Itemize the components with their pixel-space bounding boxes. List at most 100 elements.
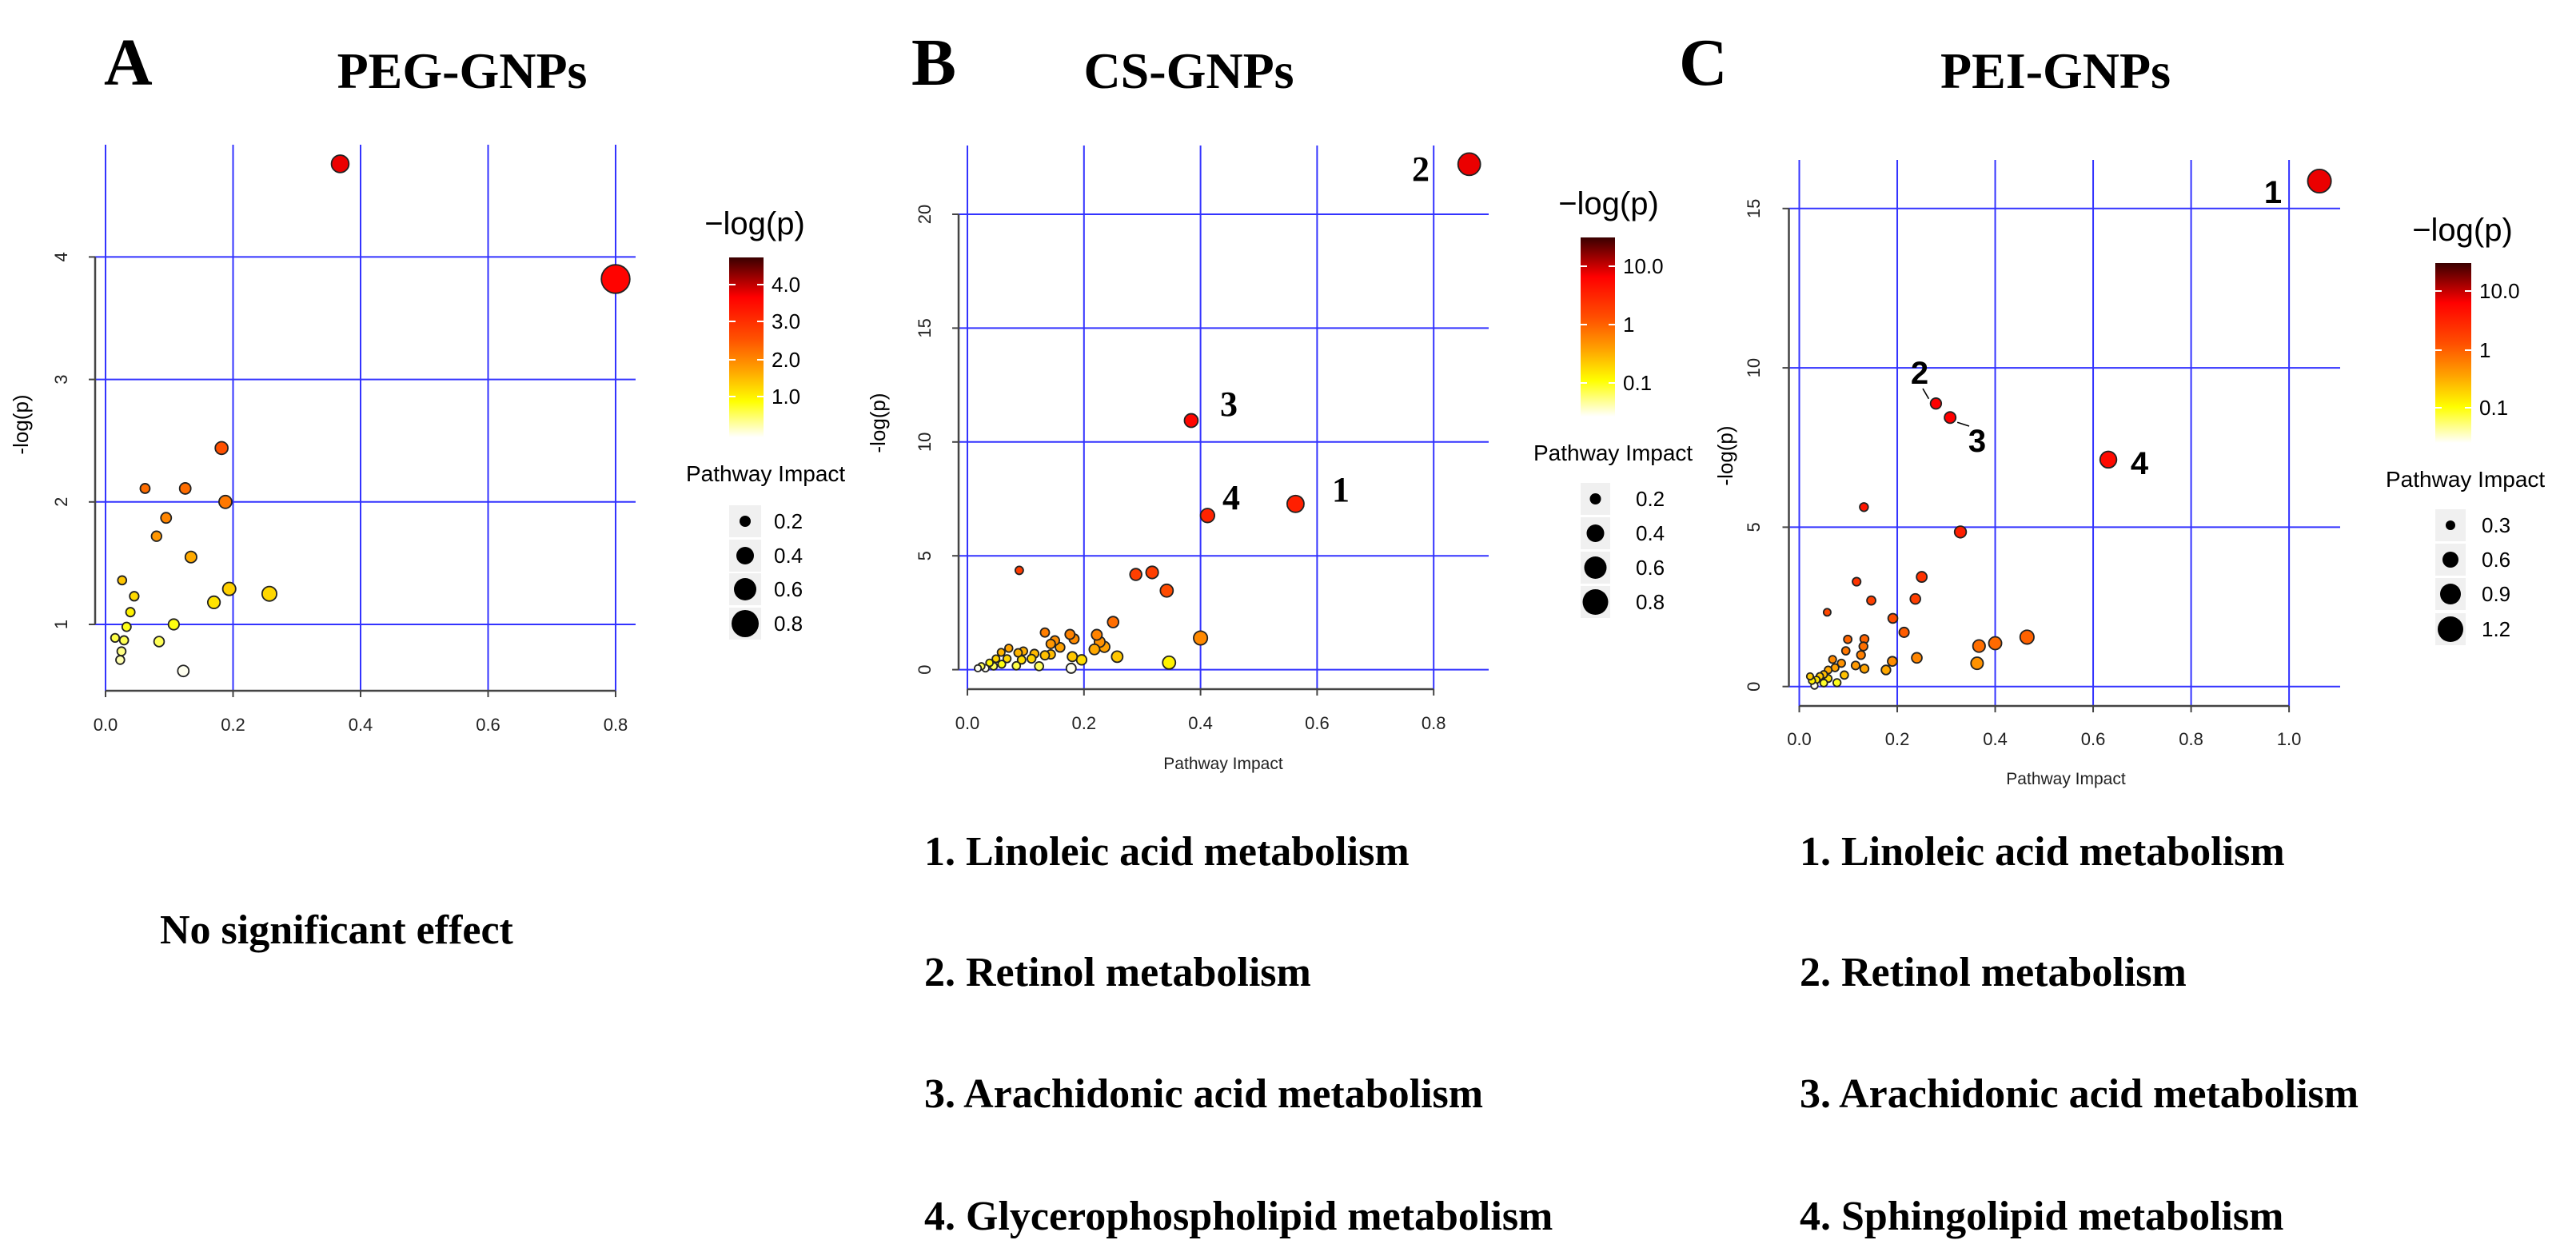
- data-point: [1859, 664, 1870, 674]
- data-point: [184, 550, 197, 564]
- x-tick-label: 0.0: [94, 715, 118, 735]
- data-point: [1075, 654, 1088, 666]
- data-point: [1944, 411, 1957, 425]
- size-legend-dot: [1586, 524, 1605, 542]
- size-legend-dot: [1582, 589, 1609, 615]
- point-annotation: 1: [1332, 470, 1350, 509]
- data-point: [1858, 641, 1868, 652]
- y-axis-title: -log(p): [9, 394, 33, 454]
- x-tick-label: 0.4: [1188, 713, 1213, 733]
- size-legend-dot: [2442, 552, 2458, 568]
- point-annotation: 3: [1220, 385, 1238, 424]
- y-tick-label: 5: [1744, 522, 1764, 532]
- x-tick-label: 0.6: [2081, 729, 2106, 749]
- data-point: [1887, 612, 1899, 624]
- data-point: [1193, 630, 1209, 646]
- colorbar: [729, 257, 764, 437]
- size-legend-label: 0.2: [774, 509, 803, 533]
- y-tick-label: 3: [51, 374, 71, 384]
- x-axis-title: Pathway Impact: [2006, 770, 2126, 788]
- panel-b-list-item: 4. Glycerophospholipid metabolism: [924, 1194, 1553, 1239]
- scatter-plot-c: 0.0 0.2 0.4 0.6 0.8 1.0 0 5 10 15 Pathway Impact -l…: [1713, 160, 2545, 788]
- y-tick-label: 4: [51, 252, 71, 261]
- colorbar-tick-label: 1: [1623, 313, 1634, 337]
- x-axis-title: Pathway Impact: [1163, 755, 1283, 773]
- x-tick-label: 0.8: [2179, 729, 2203, 749]
- size-legend-title: Pathway Impact: [2386, 467, 2545, 492]
- panel-b-list-item: 1. Linoleic acid metabolism: [924, 829, 1410, 875]
- data-point: [178, 482, 192, 495]
- data-point: [330, 154, 350, 173]
- data-point: [1805, 672, 1815, 681]
- size-legend-label: 0.6: [2482, 548, 2510, 572]
- size-legend-title: Pathway Impact: [1533, 441, 1693, 465]
- data-point: [1111, 650, 1124, 664]
- data-point: [1014, 565, 1024, 576]
- colorbar-tick-label: 1.0: [772, 385, 800, 409]
- data-point: [1840, 646, 1851, 656]
- size-legend-dot: [732, 610, 759, 637]
- size-legend-label: 0.9: [2482, 582, 2510, 606]
- size-legend-label: 0.8: [774, 612, 803, 636]
- panel-c-list-item: 3. Arachidonic acid metabolism: [1800, 1071, 2359, 1117]
- data-point: [1819, 678, 1828, 688]
- data-point: [1107, 616, 1120, 628]
- data-point: [1988, 636, 2003, 651]
- size-legend-dot: [2440, 584, 2461, 604]
- x-tick-label: 0.6: [476, 715, 500, 735]
- data-point: [1916, 571, 1928, 583]
- x-tick-label: 0.6: [1305, 713, 1330, 733]
- data-point: [121, 621, 132, 632]
- scatter-plot-b: 0.0 0.2 0.4 0.6 0.8 0 5 10 15 20 Pathway Impact -lo…: [866, 146, 1693, 773]
- data-point: [218, 494, 233, 509]
- colorbar-tick-label: 2.0: [772, 348, 800, 372]
- data-point: [177, 664, 190, 678]
- data-point: [214, 441, 229, 456]
- data-point: [1011, 660, 1022, 671]
- panel-c-list-item: 2. Retinol metabolism: [1800, 950, 2187, 995]
- data-point: [1055, 641, 1066, 653]
- panel-a-note: No significant effect: [160, 907, 513, 953]
- data-point: [1183, 413, 1199, 429]
- panel-c-list-item: 1. Linoleic acid metabolism: [1800, 829, 2285, 875]
- data-point: [1836, 658, 1846, 668]
- data-point: [1822, 608, 1832, 617]
- x-tick-label: 0.8: [1422, 713, 1446, 733]
- data-point: [1866, 595, 1876, 606]
- x-tick-label: 0.2: [221, 715, 245, 735]
- x-tick-label: 1.0: [2277, 729, 2302, 749]
- y-axis-title: -log(p): [866, 393, 890, 453]
- panel-title-b: CS-GNPs: [1083, 42, 1294, 99]
- annotation-arrow: [1922, 388, 1930, 400]
- y-tick-label: 15: [915, 318, 935, 337]
- x-tick-label: 0.8: [604, 715, 628, 735]
- data-point: [2019, 629, 2035, 645]
- size-legend-label: 0.3: [2482, 513, 2510, 537]
- data-point: [150, 530, 162, 542]
- data-point: [153, 636, 165, 648]
- point-annotation: 4: [2131, 446, 2149, 481]
- size-legend-label: 0.6: [774, 577, 803, 601]
- x-tick-label: 0.0: [1787, 729, 1812, 749]
- data-point: [1064, 628, 1076, 640]
- size-legend-dot: [1589, 493, 1601, 504]
- x-tick-label: 0.2: [1885, 729, 1910, 749]
- data-point: [1027, 653, 1037, 664]
- size-legend-label: 1.2: [2482, 617, 2510, 641]
- data-point: [129, 591, 140, 602]
- panel-letter-b: B: [911, 26, 957, 100]
- colorbar-tick-label: 10.0: [2479, 279, 2520, 303]
- data-point: [1909, 592, 1921, 605]
- data-point: [1852, 576, 1862, 587]
- data-point: [1859, 502, 1869, 512]
- data-point: [991, 654, 1001, 664]
- y-tick-label: 1: [51, 620, 71, 629]
- panel-title-c: PEI-GNPs: [1940, 42, 2171, 99]
- data-point: [1067, 651, 1079, 663]
- data-point: [1013, 648, 1023, 658]
- data-point: [1457, 152, 1481, 177]
- size-legend-label: 0.4: [1636, 521, 1665, 545]
- y-tick-label: 10: [1744, 358, 1764, 377]
- point-annotation: 4: [1222, 478, 1240, 517]
